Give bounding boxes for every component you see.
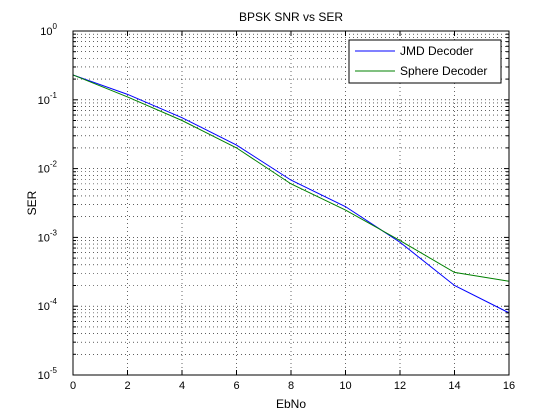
y-tick-label: 10-2 xyxy=(38,160,58,176)
legend-label-jmd: JMD Decoder xyxy=(400,44,473,58)
x-tick-label: 10 xyxy=(339,380,351,392)
y-axis-label: SER xyxy=(25,190,39,215)
x-tick-label: 8 xyxy=(288,380,294,392)
series-lines xyxy=(72,74,510,314)
x-tick-label: 2 xyxy=(124,380,130,392)
y-tick-label: 100 xyxy=(40,22,57,38)
ticks xyxy=(72,31,510,375)
y-tick-labels: 100 10-1 10-2 10-3 10-4 10-5 xyxy=(38,22,58,382)
y-tick-label: 10-5 xyxy=(38,366,58,382)
series-line-0 xyxy=(72,74,510,314)
x-axis-label: EbNo xyxy=(276,397,306,411)
x-tick-label: 14 xyxy=(448,380,460,392)
series-line-1 xyxy=(72,74,510,282)
legend-label-sphere: Sphere Decoder xyxy=(400,64,487,78)
x-tick-label: 0 xyxy=(70,380,76,392)
x-tick-labels: 0 2 4 6 8 10 12 14 16 xyxy=(70,380,515,392)
x-tick-label: 16 xyxy=(503,380,515,392)
x-tick-label: 12 xyxy=(394,380,406,392)
y-tick-label: 10-1 xyxy=(38,91,58,107)
legend-box xyxy=(348,39,502,84)
y-tick-label: 10-3 xyxy=(38,228,58,244)
chart-title: BPSK SNR vs SER xyxy=(239,10,343,24)
legend: JMD Decoder Sphere Decoder xyxy=(348,39,502,84)
x-tick-label: 4 xyxy=(179,380,185,392)
x-tick-label: 6 xyxy=(233,380,239,392)
grid xyxy=(73,31,509,375)
y-tick-label: 10-4 xyxy=(38,297,58,313)
